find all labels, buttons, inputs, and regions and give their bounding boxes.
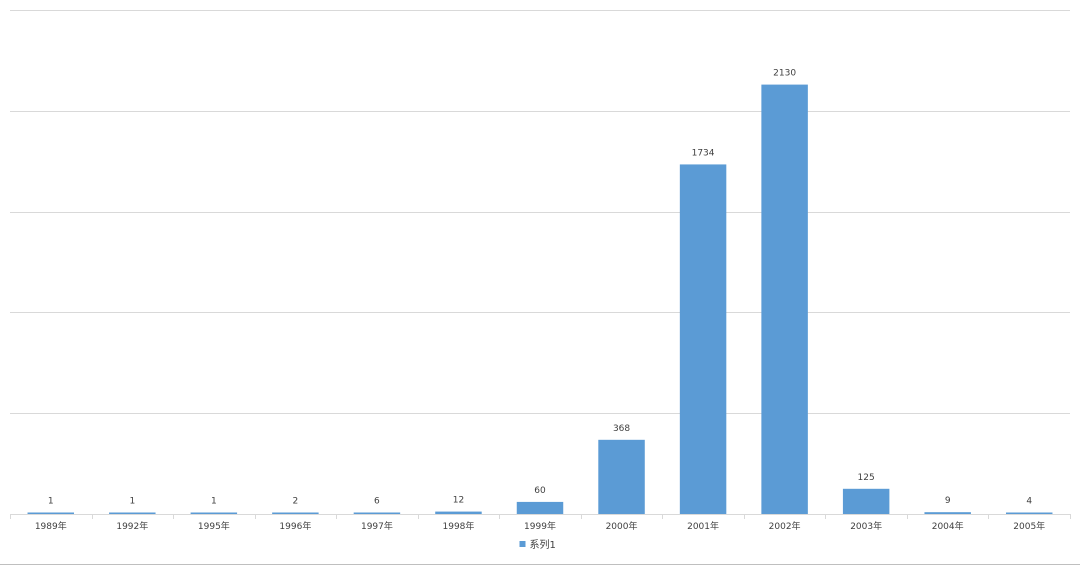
data-label: 12 [453,496,464,506]
bar [27,512,75,514]
gridlines [10,10,1070,414]
data-label: 6 [374,497,380,507]
legend-swatch [519,541,526,547]
bar [190,512,238,514]
data-label: 1 [129,497,135,507]
legend: 系列1 [519,538,556,551]
bar [598,439,645,514]
x-tick-label: 1997年 [361,520,393,532]
bars [27,84,1053,514]
bar [761,84,808,514]
x-tick-label: 2005年 [1013,520,1045,532]
data-label: 368 [613,424,630,434]
bar [842,488,890,514]
data-label: 1 [211,497,217,507]
bar [516,501,564,514]
x-axis [10,514,1071,519]
legend-label: 系列1 [530,538,556,551]
x-tick-label: 1999年 [524,520,556,532]
x-tick-label: 1989年 [35,520,67,532]
bar [109,512,156,514]
x-tick-label: 2001年 [687,520,719,532]
data-label: 1734 [692,148,715,158]
x-tick-label: 1995年 [198,520,230,532]
data-label: 2 [293,497,299,507]
x-tick-label: 2004年 [932,520,964,532]
x-tick-label: 2000年 [606,520,638,532]
category-labels: 1989年 1992年 1995年 1996年 1997年 1998年 1999年 2000年… [35,520,1045,532]
x-tick-label: 2003年 [850,520,882,532]
data-label: 4 [1026,497,1032,507]
data-label: 60 [534,486,546,496]
data-label: 9 [945,496,951,506]
bar [679,164,727,514]
bar [353,512,401,514]
data-label: 125 [858,473,875,483]
data-label: 2130 [773,69,796,79]
bar [272,512,319,514]
x-tick-label: 2002年 [769,520,801,532]
x-tick-label: 1996年 [279,520,311,532]
bar [1005,512,1053,514]
bar [435,511,482,514]
x-tick-label: 1992年 [116,520,148,532]
data-label: 1 [48,497,54,507]
bar [924,512,971,514]
x-tick-label: 1998年 [443,520,475,532]
